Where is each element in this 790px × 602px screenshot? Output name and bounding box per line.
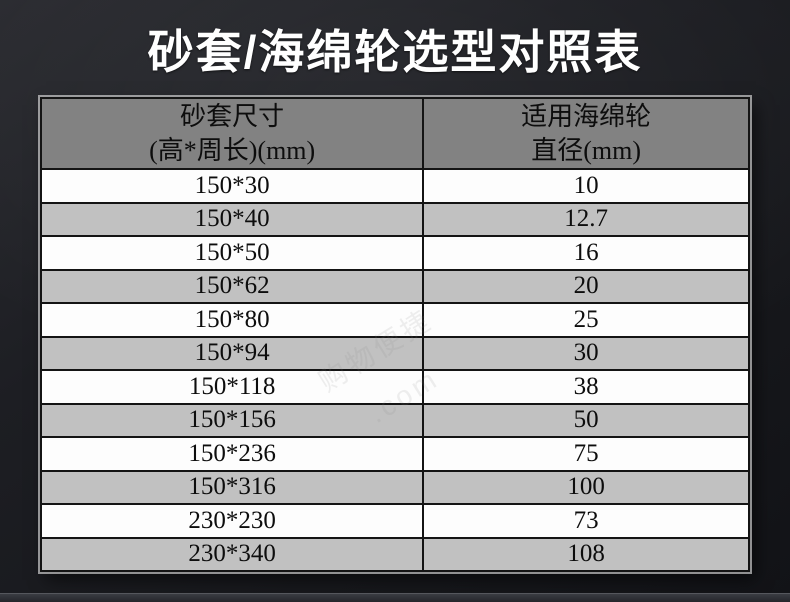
table-row: 150*40 12.7 xyxy=(39,201,750,237)
table-row: 230*340 108 xyxy=(39,536,750,572)
table-row: 150*316 100 xyxy=(39,469,750,505)
table-row: 150*50 16 xyxy=(39,235,750,271)
table-cell: 73 xyxy=(422,503,750,539)
table-cell: 230*340 xyxy=(39,536,425,572)
table-cell: 10 xyxy=(422,168,750,204)
table-cell: 150*236 xyxy=(39,436,425,472)
table-cell: 150*50 xyxy=(39,235,425,271)
table-row: 150*156 50 xyxy=(39,402,750,438)
table-row: 150*118 38 xyxy=(39,369,750,405)
header-cell-sleeve-size: 砂套尺寸 (高*周长)(mm) xyxy=(39,97,425,170)
table-cell: 12.7 xyxy=(422,201,750,237)
table-cell: 38 xyxy=(422,369,750,405)
table-row: 150*80 25 xyxy=(39,302,750,338)
table-header: 砂套尺寸 (高*周长)(mm) 适用海绵轮 直径(mm) xyxy=(39,97,750,170)
table-row: 150*30 10 xyxy=(39,168,750,204)
table-cell: 150*118 xyxy=(39,369,425,405)
table-row: 150*62 20 xyxy=(39,268,750,304)
table-cell: 16 xyxy=(422,235,750,271)
table-body: 150*30 10 150*40 12.7 150*50 16 150*62 20 150*80… xyxy=(39,168,750,572)
table-cell: 150*80 xyxy=(39,302,425,338)
table-cell: 230*230 xyxy=(39,503,425,539)
header-line: 砂套尺寸 xyxy=(180,101,285,131)
header-line: 适用海绵轮 xyxy=(521,101,652,131)
table-cell: 150*62 xyxy=(39,268,425,304)
table-row: 230*230 73 xyxy=(39,503,750,539)
header-row: 砂套尺寸 (高*周长)(mm) 适用海绵轮 直径(mm) xyxy=(39,97,750,170)
table-cell: 108 xyxy=(422,536,750,572)
spec-table-container: 砂套尺寸 (高*周长)(mm) 适用海绵轮 直径(mm) 150*30 10 150… xyxy=(39,97,750,572)
table-cell: 20 xyxy=(422,268,750,304)
table-row: 150*236 75 xyxy=(39,436,750,472)
table-cell: 30 xyxy=(422,335,750,371)
table-cell: 150*316 xyxy=(39,469,425,505)
table-cell: 50 xyxy=(422,402,750,438)
table-cell: 25 xyxy=(422,302,750,338)
table-cell: 75 xyxy=(422,436,750,472)
table-cell: 100 xyxy=(422,469,750,505)
table-cell: 150*94 xyxy=(39,335,425,371)
page-title: 砂套/海绵轮选型对照表 xyxy=(147,25,643,78)
spec-table: 砂套尺寸 (高*周长)(mm) 适用海绵轮 直径(mm) 150*30 10 150… xyxy=(39,97,750,572)
header-line: (高*周长)(mm) xyxy=(149,135,316,165)
title-bar: 砂套/海绵轮选型对照表 xyxy=(0,0,790,97)
header-line: 直径(mm) xyxy=(531,135,642,165)
table-cell: 150*40 xyxy=(39,201,425,237)
header-cell-wheel-diameter: 适用海绵轮 直径(mm) xyxy=(422,97,750,170)
table-cell: 150*156 xyxy=(39,402,425,438)
surface-seam xyxy=(0,593,790,602)
table-row: 150*94 30 xyxy=(39,335,750,371)
table-cell: 150*30 xyxy=(39,168,425,204)
